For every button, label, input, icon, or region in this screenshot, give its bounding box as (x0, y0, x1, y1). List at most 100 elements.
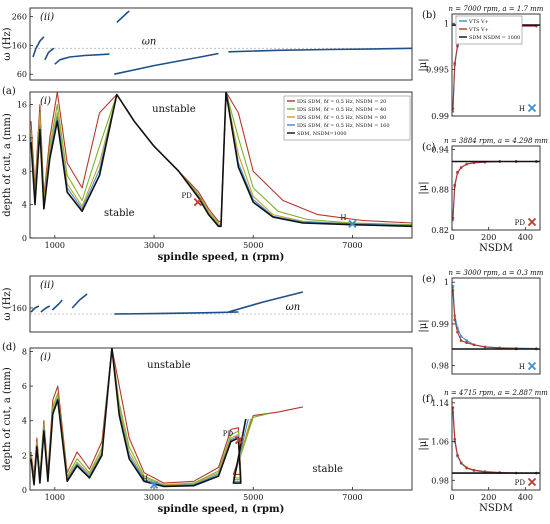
series-group (32, 10, 412, 75)
panel-d-i: 0 2 4 6 8 1000 3000 5000 7000 (i) spindle speed, n… (2, 342, 413, 515)
data-point (459, 461, 463, 465)
y-tick-label: 0.94 (431, 145, 449, 154)
plot-frame (29, 275, 413, 333)
data-point (472, 468, 476, 472)
marker-PD (527, 217, 537, 227)
x-tick-label: 3000 (144, 241, 164, 250)
panel-tag: (ii) (40, 12, 54, 23)
legend-entry: IDS SDM, δf = 0.5 Hz, NSDM = 160 (297, 123, 390, 129)
x-tick-label: 400 (518, 233, 533, 242)
y-tick-label: 0.99 (431, 112, 449, 121)
y-tick-label: 1.14 (431, 399, 449, 408)
legend-entry: IDS SDM, δf = 0.5 Hz, NSDM = 80 (297, 115, 386, 121)
panel-a-i: 0 4 8 12 16 1000 3000 5000 7000 (i) spindle speed,… (2, 86, 413, 263)
x-axis-label: NSDM (479, 503, 513, 514)
panel-tag: (i) (40, 352, 51, 363)
x-tick-label: 200 (481, 233, 496, 242)
panel-label: (a) (2, 86, 16, 97)
series-group (452, 160, 540, 222)
plot-frame (451, 13, 541, 117)
data-point (452, 406, 455, 409)
marker-H (527, 103, 537, 113)
x-tick-label: 0 (449, 233, 454, 242)
reference-label: ωn (286, 302, 301, 313)
data-point (465, 339, 468, 342)
marker-PD (193, 198, 203, 207)
series-group (30, 291, 304, 315)
panel-b: 0.99 0.995 1 |μ| n = 7000 rpm, a = 1.7 mm (b)… (418, 5, 544, 121)
data-point (452, 218, 455, 222)
plot-frame (29, 347, 413, 491)
marker-PD (234, 435, 244, 445)
series-line-ids_160 (452, 286, 537, 350)
data-point (459, 166, 463, 169)
x-tick-label: 400 (518, 493, 533, 502)
reference-label: ωn (142, 36, 157, 47)
series-group (452, 285, 540, 351)
x-axis-label: NSDM (479, 243, 513, 254)
region-label-stable: stable (312, 464, 343, 475)
y-tick-label: 260 (12, 13, 27, 22)
y-tick-label: 0.88 (431, 186, 449, 195)
series-line-0 (32, 36, 45, 58)
x-tick-label: 7000 (342, 241, 362, 250)
series-line-4 (114, 52, 219, 75)
panel-label: (b) (422, 10, 436, 21)
panel-label: (c) (422, 142, 436, 153)
y-tick-label: 16 (17, 101, 27, 110)
data-point (452, 289, 455, 292)
series-group (30, 92, 412, 228)
series-line-ids_160 (452, 160, 537, 220)
y-tick-label: 0.98 (431, 476, 449, 485)
y-axis-label: ω (Hz) (2, 27, 13, 60)
data-point (456, 44, 459, 47)
series-line-3 (71, 293, 88, 309)
legend: IDS SDM, δf = 0.5 Hz, NSDM = 20 IDS SDM, … (283, 95, 411, 141)
region-label-unstable: unstable (147, 360, 191, 371)
series-line-5 (228, 291, 304, 313)
x-tick-label: 0 (449, 493, 454, 502)
series-line-ids_40 (30, 348, 269, 486)
data-point (453, 61, 457, 65)
marker-label: PD (182, 192, 193, 200)
x-tick-label: 1000 (45, 493, 65, 502)
y-tick-label: 0.99 (431, 320, 449, 329)
data-point (452, 110, 455, 113)
series-line-2 (54, 53, 110, 65)
series-line-3 (116, 10, 130, 23)
x-tick-label: 1000 (45, 241, 65, 250)
marker-label: PD (515, 219, 526, 227)
series-line-sdm (30, 348, 247, 488)
y-tick-label: 60 (17, 70, 27, 79)
series-line-sdm (30, 92, 412, 228)
plot-frame (29, 91, 413, 239)
data-point (453, 183, 457, 187)
y-axis-label: |μ| (418, 437, 429, 450)
legend: VTS V+ VTS V+ SDM NSDM = 1000 (455, 15, 523, 45)
data-point (459, 339, 463, 342)
panel-label: (e) (422, 274, 436, 285)
y-tick-label: 1.06 (431, 438, 449, 447)
data-point (452, 107, 455, 110)
panel-title: n = 3884 rpm, a = 4.298 mm (444, 137, 548, 145)
y-axis-label: depth of cut, a (mm) (2, 113, 13, 217)
y-axis-label: ω (Hz) (2, 287, 13, 320)
y-tick-label: 0.995 (426, 66, 449, 75)
legend-entry: IDS SDM, δf = 0.5 Hz, NSDM = 20 (297, 99, 386, 105)
legend-entry: VTS V+ (468, 27, 489, 33)
series-line-1 (44, 47, 55, 61)
marker-label: PD (515, 479, 526, 487)
series-line-ids_160 (452, 412, 537, 474)
y-tick-label: 2 (22, 451, 27, 460)
series-line-ids_20 (452, 407, 537, 474)
x-tick-label: 7000 (342, 493, 362, 502)
series-line-2 (51, 299, 63, 311)
series-line-4 (114, 311, 239, 315)
series-line-5 (228, 47, 412, 53)
legend-box (283, 95, 411, 141)
data-point (465, 162, 468, 166)
y-tick-label: 4 (22, 201, 27, 210)
x-axis-label: spindle speed, n (rpm) (158, 504, 285, 515)
legend-entry: SDM NSDM = 1000 (469, 35, 520, 41)
